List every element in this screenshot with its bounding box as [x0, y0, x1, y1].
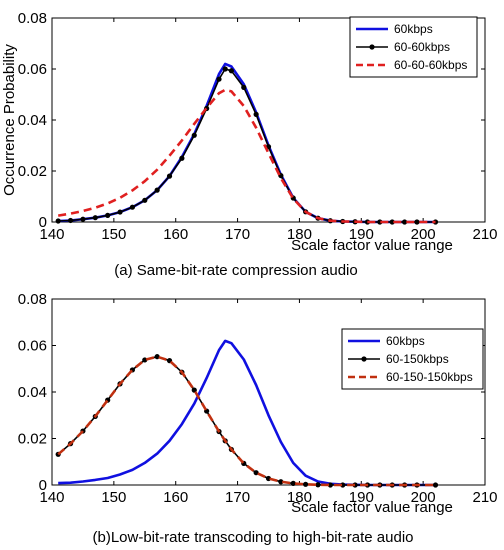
legend-label: 60-60kbps — [394, 40, 450, 54]
data-point — [55, 218, 61, 224]
data-point — [290, 480, 296, 486]
chart-b: 140 150 160 170 180 190 200 210 0 0.02 0.04 0.06 0.0… — [18, 291, 498, 546]
x-tick-label: 200 — [411, 489, 436, 506]
y-tick-label: 0.02 — [18, 431, 47, 448]
legend-label: 60kbps — [386, 334, 425, 348]
y-tick-label: 0 — [39, 214, 47, 231]
legend-label: 60-150kbps — [386, 352, 449, 366]
x-tick-label: 160 — [163, 489, 188, 506]
x-tick-label: 150 — [101, 489, 126, 506]
data-point — [216, 76, 222, 82]
x-axis-label: Scale factor value range — [291, 499, 453, 516]
x-tick-label: 180 — [287, 226, 312, 243]
chart-a: 140 150 160 170 180 190 200 210 0 0.02 0.04 0.06 0.0… — [1, 10, 498, 279]
x-tick-label: 180 — [287, 489, 312, 506]
legend-label: 60kbps — [394, 22, 433, 36]
data-point — [253, 111, 259, 117]
y-tick-label: 0.06 — [18, 61, 47, 78]
x-tick-label: 160 — [163, 226, 188, 243]
data-point — [166, 173, 173, 179]
series-line-60-60-60kbps — [57, 88, 436, 224]
chart-caption: (b)Low-bit-rate transcoding to high-bit-… — [93, 529, 414, 546]
data-point — [191, 387, 197, 393]
legend-label: 60-150-150kbps — [386, 370, 473, 384]
x-tick-label: 210 — [472, 226, 497, 243]
data-point — [154, 187, 160, 193]
plot-area — [51, 298, 486, 486]
data-point — [105, 212, 111, 218]
y-tick-label: 0.06 — [18, 338, 47, 355]
legend: 60kbps 60-150kbps 60-150-150kbps — [341, 328, 484, 390]
y-tick-label: 0.08 — [18, 10, 47, 27]
data-point — [222, 66, 228, 72]
data-point — [401, 219, 408, 225]
x-tick-label: 170 — [225, 226, 250, 243]
y-axis-label: Occurrence Probability — [1, 44, 18, 196]
data-point — [303, 481, 309, 487]
data-point — [241, 84, 247, 90]
x-tick-label: 210 — [472, 489, 497, 506]
data-point — [414, 219, 420, 225]
x-tick-label: 140 — [39, 489, 64, 506]
data-point — [253, 470, 259, 476]
y-tick-label: 0 — [39, 477, 47, 494]
x-tick-label: 150 — [101, 226, 126, 243]
chart-caption: (a) Same-bit-rate compression audio — [114, 262, 357, 279]
x-tick-label: 190 — [349, 489, 374, 506]
x-tick-label: 190 — [349, 226, 374, 243]
series-line-60-150-150kbps — [57, 355, 436, 487]
data-point — [179, 155, 185, 161]
data-point — [191, 132, 197, 138]
data-point — [117, 209, 123, 215]
data-point — [67, 217, 74, 224]
x-tick-label: 200 — [411, 226, 436, 243]
y-tick-label: 0.04 — [18, 384, 47, 401]
x-axis-label: Scale factor value range — [291, 237, 453, 254]
y-tick-label: 0.02 — [18, 163, 47, 180]
legend-label: 60-60-60kbps — [394, 58, 467, 72]
data-point — [142, 197, 148, 203]
data-point — [432, 482, 439, 488]
x-tick-label: 140 — [39, 226, 64, 243]
y-tick-label: 0.08 — [18, 291, 47, 308]
data-point — [80, 216, 86, 222]
x-tick-label: 170 — [225, 489, 250, 506]
legend: 60kbps 60-60kbps 60-60-60kbps — [349, 16, 478, 78]
data-point — [315, 482, 321, 488]
data-point — [92, 215, 98, 221]
data-point — [228, 68, 234, 74]
data-point — [129, 204, 136, 210]
legend-marker — [361, 356, 367, 362]
y-tick-label: 0.04 — [18, 112, 47, 129]
data-point — [154, 354, 160, 360]
legend-marker — [369, 44, 375, 50]
